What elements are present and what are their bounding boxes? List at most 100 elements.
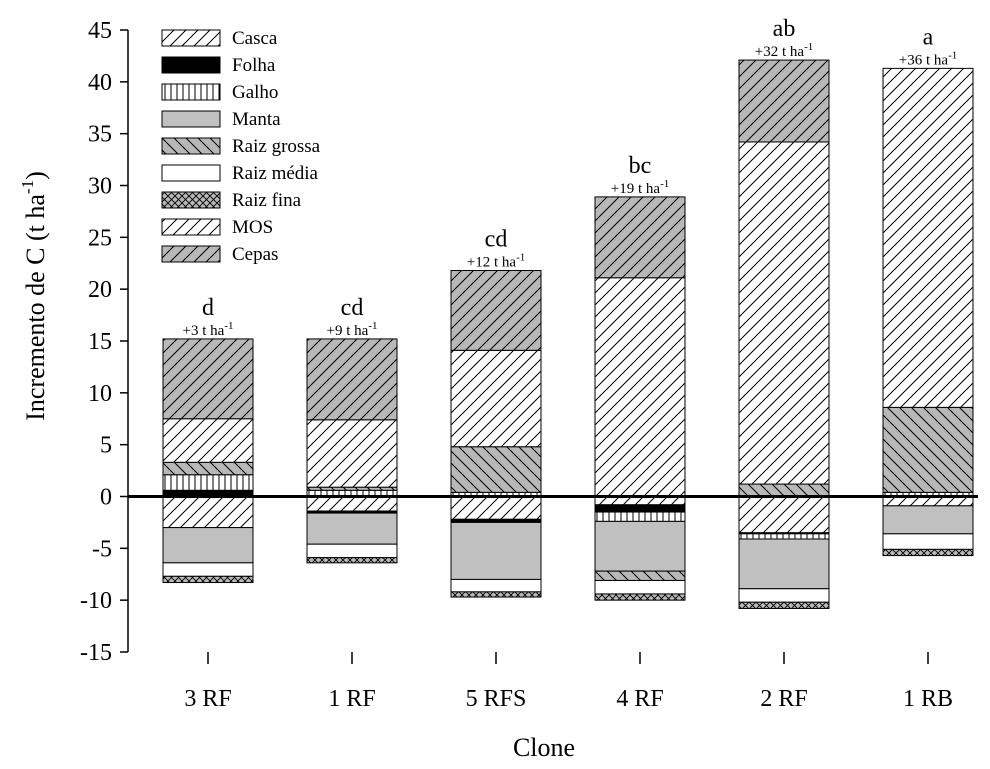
- legend-swatch: [161, 110, 221, 128]
- bar-segment-raiz-fina: [594, 593, 686, 601]
- bar-segment-cepas: [738, 59, 830, 143]
- bar-segment-mos: [594, 277, 686, 497]
- bar-segment-galho: [594, 511, 686, 522]
- increment-label: +3 t ha-1: [183, 320, 234, 339]
- bar-segment-galho: [162, 474, 254, 491]
- bar-segment-casca: [450, 496, 542, 520]
- legend-swatch: [161, 137, 221, 155]
- bar-stacks: [128, 59, 978, 609]
- bar-segment-mos: [450, 349, 542, 448]
- significance-letter: cd: [485, 227, 508, 253]
- x-axis: 3 RF 1 RF 5 RFS 4 RF 2 RF 1 RB: [184, 652, 953, 712]
- y-tick-label: 30: [88, 174, 112, 200]
- x-tick-label: 1 RF: [328, 686, 375, 712]
- increment-label-main: +9 t ha: [327, 323, 369, 339]
- bar-segment-raiz-m-dia: [882, 533, 974, 550]
- bar-segment-mos: [162, 418, 254, 463]
- legend-label: Folha: [232, 55, 276, 76]
- legend-item: Casca: [161, 28, 278, 49]
- bar-annotations: +3 t ha-1d+9 t ha-1cd+12 t ha-1cd+19 t h…: [183, 16, 958, 339]
- bar-segment-mos: [882, 67, 974, 408]
- bar-segment-raiz-grossa: [450, 446, 542, 493]
- bar-stack-0: [162, 338, 254, 584]
- y-tick-label: -5: [92, 536, 112, 562]
- increment-label-sup: -1: [660, 178, 669, 190]
- x-tick-label: 1 RB: [903, 686, 953, 712]
- increment-label-sup: -1: [804, 41, 813, 53]
- x-tick-label: 3 RF: [184, 686, 231, 712]
- x-tick-label: 4 RF: [616, 686, 663, 712]
- increment-label: +19 t ha-1: [611, 178, 669, 197]
- increment-label-main: +32 t ha: [755, 44, 805, 60]
- x-axis-title: Clone: [513, 733, 575, 762]
- bar-segment-raiz-fina: [738, 601, 830, 609]
- legend-item: Raiz média: [161, 163, 319, 184]
- significance-letter: bc: [629, 153, 652, 179]
- legend-item: Galho: [161, 82, 278, 103]
- bar-segment-raiz-fina: [306, 557, 398, 564]
- y-axis-title-close: ): [21, 171, 50, 180]
- bar-segment-raiz-fina: [162, 575, 254, 584]
- legend-swatch: [161, 245, 221, 263]
- increment-label-main: +36 t ha: [899, 52, 949, 68]
- bar-segment-raiz-grossa: [162, 461, 254, 476]
- bar-segment-manta: [450, 521, 542, 580]
- increment-label: +36 t ha-1: [899, 49, 957, 68]
- significance-letter: a: [923, 24, 934, 50]
- increment-label-sup: -1: [516, 252, 525, 264]
- bar-segment-casca: [306, 496, 398, 512]
- bar-segment-raiz-m-dia: [594, 579, 686, 595]
- legend-item: Manta: [161, 109, 281, 130]
- legend-swatch: [161, 218, 221, 236]
- y-tick-label: 25: [88, 225, 112, 251]
- increment-label-main: +12 t ha: [467, 255, 517, 271]
- bar-segment-casca: [738, 496, 830, 534]
- bar-segment-cepas: [594, 196, 686, 279]
- bar-segment-manta: [306, 512, 398, 545]
- bar-segment-raiz-m-dia: [450, 578, 542, 593]
- bar-segment-raiz-m-dia: [162, 562, 254, 577]
- bar-segment-cepas: [162, 338, 254, 420]
- increment-label-main: +3 t ha: [183, 323, 225, 339]
- y-tick-label: 5: [100, 433, 112, 459]
- legend-swatch: [161, 56, 221, 74]
- legend-item: Raiz grossa: [161, 136, 321, 157]
- legend-swatch: [161, 29, 221, 47]
- increment-label-main: +19 t ha: [611, 181, 661, 197]
- y-tick-label: -10: [80, 588, 112, 614]
- bar-segment-manta: [882, 505, 974, 535]
- legend-label: Casca: [232, 28, 278, 49]
- bar-segment-raiz-m-dia: [738, 588, 830, 603]
- y-axis-title: Incremento de C (t ha-1): [18, 171, 50, 421]
- legend-label: Raiz fina: [232, 190, 302, 211]
- bar-segment-raiz-m-dia: [306, 543, 398, 559]
- legend-swatch: [161, 164, 221, 182]
- increment-label-sup: -1: [948, 49, 957, 61]
- legend-label: Cepas: [232, 244, 278, 265]
- bar-segment-cepas: [306, 338, 398, 421]
- legend-item: Raiz fina: [161, 190, 302, 211]
- bar-segment-raiz-grossa: [738, 483, 830, 497]
- y-tick-label: 15: [88, 329, 112, 355]
- increment-label: +32 t ha-1: [755, 41, 813, 60]
- legend-item: Cepas: [161, 244, 278, 265]
- bar-segment-folha: [594, 504, 686, 513]
- legend: Casca Folha Galho Manta Raiz grossa Raiz médi…: [161, 28, 321, 265]
- legend-label: Manta: [232, 109, 281, 130]
- y-tick-label: 10: [88, 381, 112, 407]
- y-tick-label: -15: [80, 640, 112, 666]
- increment-label: +12 t ha-1: [467, 252, 525, 271]
- increment-label: +9 t ha-1: [327, 320, 378, 339]
- increment-label-sup: -1: [368, 320, 377, 332]
- legend-item: MOS: [161, 217, 273, 238]
- legend-swatch: [161, 191, 221, 209]
- y-tick-label: 0: [100, 485, 112, 511]
- legend-swatch: [161, 83, 221, 101]
- legend-label: Raiz grossa: [232, 136, 321, 157]
- legend-item: Folha: [161, 55, 276, 76]
- y-axis-title-main: Incremento de C (t ha: [21, 194, 50, 421]
- bar-segment-cepas: [450, 270, 542, 351]
- bar-segment-mos: [738, 141, 830, 485]
- legend-label: Galho: [232, 82, 278, 103]
